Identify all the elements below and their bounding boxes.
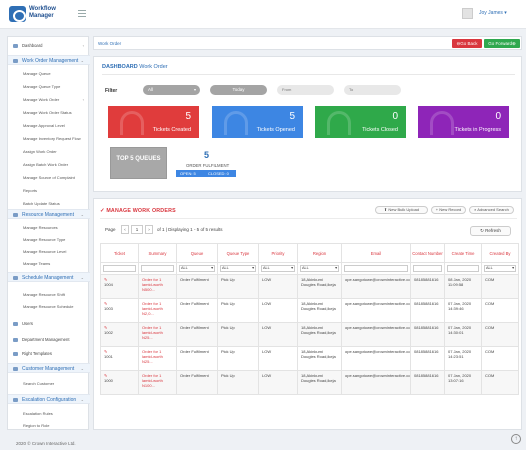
dashboard-title: DASHBOARD Work Order <box>102 64 168 70</box>
sidebar: Dashboard ‹ Work Order Management ⌄ Manage… <box>7 36 90 430</box>
col-queue[interactable]: Queue <box>176 243 218 263</box>
users-icon <box>13 322 18 326</box>
tile-tickets-opened[interactable]: 5 Tickets Opened <box>212 106 303 138</box>
ticket-icon: ✎ <box>104 349 108 354</box>
top-bar: Workflow Manager Joy James ▾ <box>0 0 526 29</box>
ticket-icon: ✎ <box>104 373 108 378</box>
table-row[interactable]: ✎ 1001 Order for 1 lamtd-worth N25... Ord… <box>100 346 519 371</box>
col-contact[interactable]: Contact Number <box>410 243 445 263</box>
ticket-icon: ✎ <box>104 301 108 306</box>
top5-queues-card[interactable]: TOP 5 QUEUES <box>110 147 167 179</box>
dashboard-panel: DASHBOARD Work Order Filter All Today 5T… <box>93 56 522 192</box>
go-forward-button[interactable]: Go Forward⊕ <box>484 39 520 48</box>
app-logo-icon[interactable] <box>9 6 26 22</box>
sidebar-section-work-order[interactable]: Work Order Management ⌄ <box>8 55 90 65</box>
fulfilment-bar: OPEN: 5 CLOSED: 0 <box>176 170 236 177</box>
summary-link[interactable]: Order for 1 lamtd-worth N100... <box>138 370 177 395</box>
bridge-icon <box>120 111 144 135</box>
sidebar-section-customer[interactable]: Customer Management ⌄ <box>8 363 90 373</box>
sidebar-section-escalation[interactable]: Escalation Configuration ⌄ <box>8 394 90 404</box>
filter-create-time-input[interactable] <box>447 265 479 272</box>
prev-page-button[interactable]: ‹ <box>121 225 129 234</box>
col-created-by[interactable]: Created By <box>481 243 519 263</box>
breadcrumb-bar: Work Order ⊖Go Back Go Forward⊕ <box>93 36 522 50</box>
user-menu[interactable]: Joy James ▾ <box>479 10 507 16</box>
filter-summary-input[interactable] <box>141 265 174 272</box>
bridge-icon <box>430 111 454 135</box>
footer: 2020 © Crown Interactive Ltd. <box>16 441 76 446</box>
manage-work-orders-panel: ✓ MANAGE WORK ORDERS ⬆ New Bulk Upload +… <box>93 198 522 430</box>
filter-queue-type-select[interactable]: ALL <box>220 265 256 272</box>
tile-tickets-in-progress[interactable]: 0 Tickets in Progress <box>418 106 509 138</box>
department-icon <box>13 338 18 342</box>
work-order-icon <box>13 59 18 63</box>
from-date-input[interactable] <box>277 85 334 95</box>
advanced-search-button[interactable]: ⌕ Advanced Search <box>469 206 514 214</box>
refresh-button[interactable]: ↻ Refresh <box>470 226 511 236</box>
summary-link[interactable]: Order for 1 lamtd-worth N500... <box>138 274 177 299</box>
col-region[interactable]: Region <box>297 243 342 263</box>
page-info: of 1 | Displaying 1 - 5 of 5 results <box>157 227 223 232</box>
bridge-icon <box>224 111 248 135</box>
filter-created-by-select[interactable]: ALL <box>484 265 516 272</box>
next-page-button[interactable]: › <box>145 225 153 234</box>
col-priority[interactable]: Priority <box>258 243 298 263</box>
col-ticket[interactable]: Ticket <box>100 243 139 263</box>
filter-email-input[interactable] <box>344 265 408 272</box>
resource-icon <box>13 213 18 217</box>
ticket-icon: ✎ <box>104 325 108 330</box>
menu-toggle-icon[interactable] <box>78 10 86 17</box>
summary-link[interactable]: Order for 1 lamtd-worth N2,0... <box>138 298 177 323</box>
filter-ticket-input[interactable] <box>103 265 136 272</box>
to-date-input[interactable] <box>344 85 401 95</box>
work-orders-table: Ticket Summary Queue Queue Type Priority… <box>100 243 519 395</box>
page-label: Page <box>105 227 116 232</box>
table-row[interactable]: ✎ 1004 Order for 1 lamtd-worth N500... Or… <box>100 274 519 299</box>
manage-title: ✓ MANAGE WORK ORDERS <box>100 208 176 214</box>
filter-region-select[interactable]: ALL <box>300 265 339 272</box>
sidebar-section-schedule[interactable]: Schedule Management ⌄ <box>8 272 90 282</box>
col-queue-type[interactable]: Queue Type <box>217 243 259 263</box>
scroll-to-top-icon[interactable]: ↑ <box>511 434 521 444</box>
fulfilment-label: ORDER FULFILMENT <box>186 163 230 168</box>
app-logo-text[interactable]: Workflow Manager <box>29 6 56 19</box>
summary-link[interactable]: Order for 1 lamtd-worth N25... <box>138 346 177 371</box>
breadcrumb[interactable]: Work Order <box>98 41 122 46</box>
col-email[interactable]: Email <box>341 243 411 263</box>
table-row[interactable]: ✎ 1000 Order for 1 lamtd-worth N100... Or… <box>100 370 519 395</box>
fulfilment-count: 5 <box>204 150 210 160</box>
filter-priority-select[interactable]: ALL <box>261 265 295 272</box>
ticket-icon: ✎ <box>104 277 108 282</box>
filter-contact-input[interactable] <box>413 265 442 272</box>
summary-link[interactable]: Order for 1 lamtd-worth N25... <box>138 322 177 347</box>
table-row[interactable]: ✎ 1002 Order for 1 lamtd-worth N25... Ord… <box>100 322 519 347</box>
go-back-button[interactable]: ⊖Go Back <box>452 39 482 48</box>
new-record-button[interactable]: + New Record <box>431 206 466 214</box>
page-input[interactable]: 1 <box>131 225 143 234</box>
tile-tickets-closed[interactable]: 0 Tickets Closed <box>315 106 406 138</box>
bridge-icon <box>327 111 351 135</box>
escalation-icon <box>13 398 18 402</box>
customer-icon <box>13 367 18 371</box>
col-summary[interactable]: Summary <box>138 243 177 263</box>
tile-tickets-created[interactable]: 5 Tickets Created <box>108 106 199 138</box>
filter-label: Filter <box>105 88 118 94</box>
col-create-time[interactable]: Create Time <box>444 243 482 263</box>
user-avatar[interactable] <box>462 8 473 19</box>
templates-icon <box>13 352 18 356</box>
schedule-icon <box>13 276 18 280</box>
dashboard-icon <box>13 44 18 48</box>
new-bulk-upload-button[interactable]: ⬆ New Bulk Upload <box>375 206 428 214</box>
today-button[interactable]: Today <box>210 85 267 95</box>
filter-queue-select[interactable]: ALL <box>179 265 215 272</box>
filter-select[interactable]: All <box>143 85 200 95</box>
table-row[interactable]: ✎ 1003 Order for 1 lamtd-worth N2,0... Or… <box>100 298 519 323</box>
sidebar-section-resource[interactable]: Resource Management ⌄ <box>8 209 90 219</box>
